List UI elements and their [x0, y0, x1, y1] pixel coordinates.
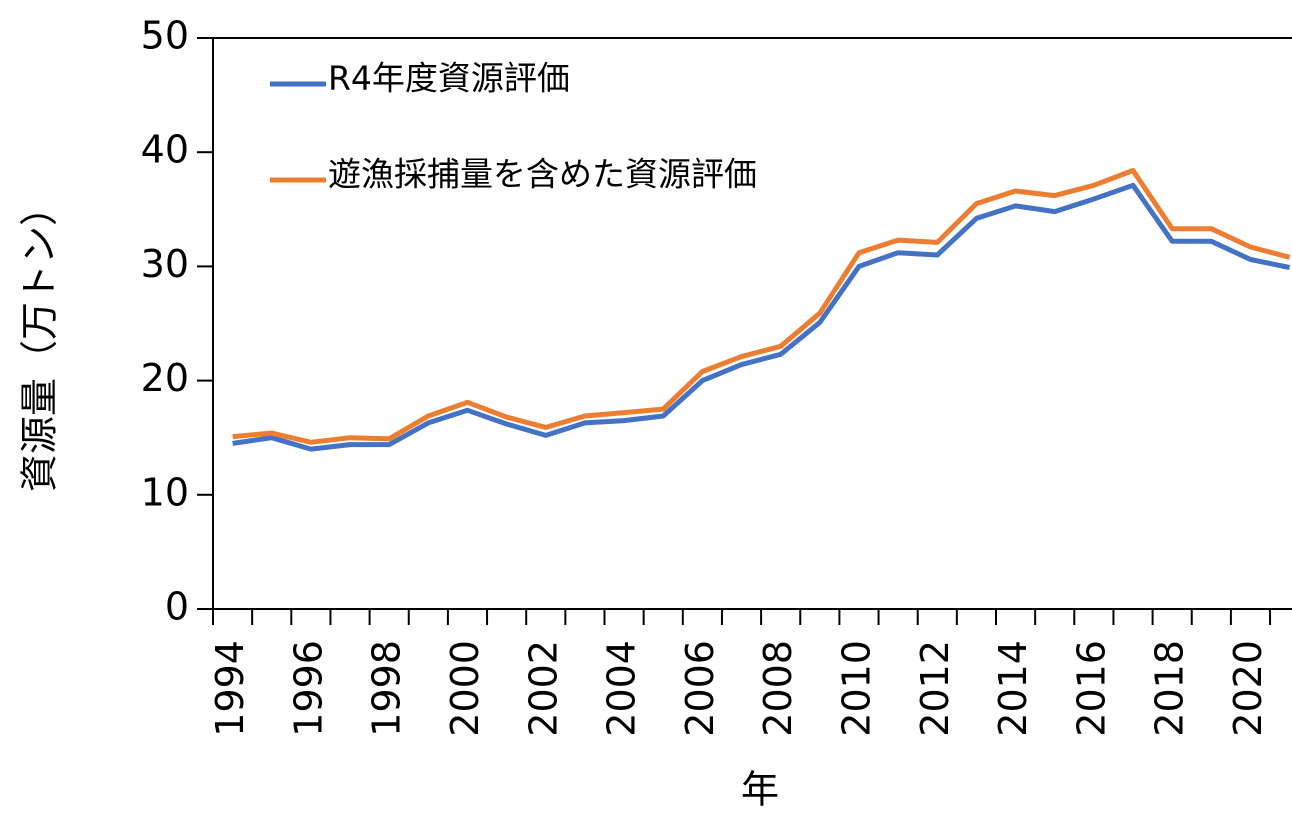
y-tick-label: 0 [165, 585, 189, 629]
x-tick-label: 1998 [365, 640, 409, 737]
x-tick-label: 2000 [443, 640, 487, 737]
y-tick-label: 50 [141, 14, 189, 58]
x-tick-label: 2014 [991, 640, 1035, 737]
x-tick-label: 1994 [208, 640, 252, 737]
x-tick-label: 2006 [678, 640, 722, 737]
legend-label: R4年度資源評価 [328, 59, 570, 98]
y-tick-label: 10 [141, 470, 189, 514]
x-tick-label: 2008 [756, 640, 800, 737]
x-tick-label: 1996 [286, 640, 330, 737]
x-tick-label: 2020 [1226, 640, 1270, 737]
x-tick-label: 2018 [1148, 640, 1192, 737]
x-tick-label: 2016 [1069, 640, 1113, 737]
y-tick-label: 40 [141, 128, 189, 172]
x-tick-label: 2002 [521, 640, 565, 737]
x-axis-title: 年 [741, 768, 779, 812]
x-tick-label: 2012 [913, 640, 957, 737]
legend-label: 遊漁採捕量を含めた資源評価 [328, 155, 757, 194]
y-tick-label: 20 [141, 356, 189, 400]
series-line [232, 168, 1291, 445]
series-line [232, 182, 1291, 452]
y-axis-title: 資源量（万トン） [18, 188, 62, 492]
x-tick-label: 2004 [600, 640, 644, 737]
y-tick-label: 30 [141, 242, 189, 286]
x-tick-label: 2010 [834, 640, 878, 737]
